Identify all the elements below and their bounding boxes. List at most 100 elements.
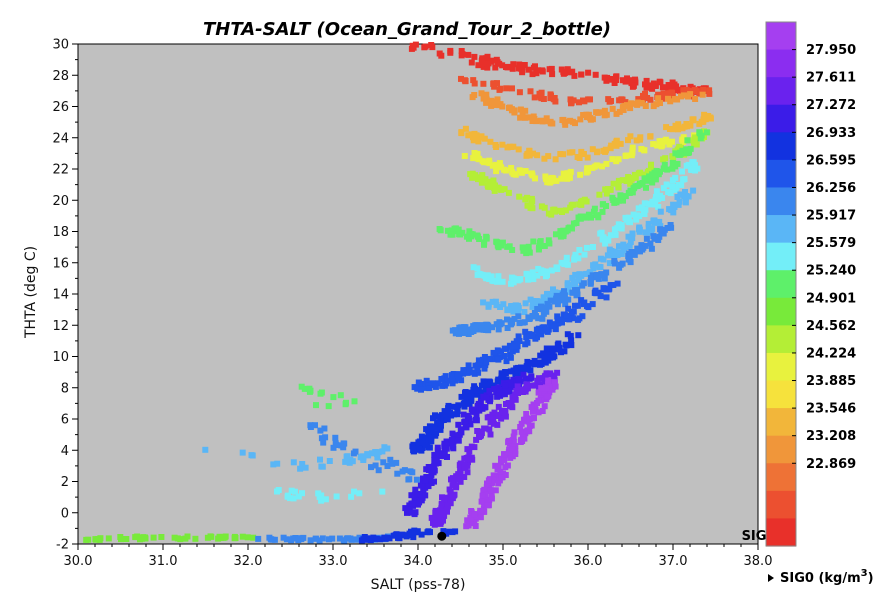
scatter-point (548, 211, 555, 218)
scatter-point (619, 96, 626, 103)
scatter-point (471, 444, 478, 451)
scatter-point (631, 250, 638, 257)
scatter-point (591, 205, 598, 212)
scatter-point (481, 425, 488, 432)
scatter-point (589, 301, 596, 308)
scatter-point (560, 289, 567, 296)
scatter-point (437, 426, 444, 433)
scatter-point (492, 462, 499, 469)
scatter-point (564, 261, 571, 268)
scatter-point (665, 95, 671, 102)
scatter-point (613, 142, 620, 149)
scatter-point (554, 266, 561, 272)
scatter-point (458, 75, 464, 82)
scatter-point (601, 112, 608, 119)
colorbar-label: 22.869 (806, 457, 856, 472)
scatter-point (552, 298, 559, 305)
scatter-point (590, 244, 596, 250)
scatter-point (528, 201, 535, 208)
scatter-point (481, 241, 487, 248)
scatter-point (568, 310, 575, 317)
colorbar-label: 23.208 (806, 429, 856, 444)
scatter-point (489, 277, 496, 284)
scatter-point (642, 81, 648, 88)
scatter-point (548, 351, 555, 358)
scatter-point (455, 476, 462, 483)
scatter-point (481, 354, 488, 360)
scatter-point (483, 91, 490, 98)
scatter-point (438, 500, 445, 507)
scatter-point (484, 414, 491, 421)
scatter-point (437, 227, 444, 234)
scatter-point (578, 71, 585, 78)
scatter-point (239, 533, 246, 540)
scatter-point (519, 69, 526, 76)
scatter-point (495, 480, 502, 487)
scatter-point (508, 343, 515, 350)
scatter-point (568, 99, 575, 106)
scatter-point (215, 535, 222, 542)
scatter-point (522, 341, 529, 348)
scatter-point (288, 537, 295, 544)
scatter-point (441, 408, 448, 415)
scatter-point (558, 349, 564, 356)
scatter-point (516, 338, 523, 344)
scatter-point (409, 500, 416, 507)
scatter-point (530, 238, 537, 245)
scatter-point (105, 535, 112, 542)
scatter-point (552, 156, 559, 163)
scatter-point (597, 230, 604, 237)
scatter-point (421, 44, 428, 51)
scatter-point (558, 259, 565, 266)
scatter-point (614, 225, 621, 232)
scatter-point (627, 100, 634, 107)
scatter-point (461, 153, 468, 159)
scatter-point (612, 231, 619, 238)
scatter-point (522, 196, 529, 203)
scatter-point (502, 167, 509, 174)
scatter-point (647, 96, 654, 103)
scatter-point (642, 90, 648, 97)
scatter-point (560, 233, 567, 240)
scatter-point (458, 129, 465, 136)
colorbar[interactable]: 27.950 27.611 27.272 26.933 26.595 26.256 25.9… (765, 21, 856, 547)
scatter-point (534, 298, 541, 305)
scatter-point (625, 137, 631, 144)
scatter-point (600, 256, 607, 263)
scatter-point (596, 191, 603, 198)
scatter-point (486, 426, 493, 433)
scatter-point (476, 270, 483, 277)
scatter-point (647, 133, 654, 140)
scatter-point (427, 464, 434, 471)
plot-area[interactable] (77, 43, 759, 545)
scatter-point (384, 445, 391, 452)
scatter-point (495, 273, 502, 280)
scatter-point (609, 252, 616, 259)
scatter-point (290, 459, 297, 466)
scatter-point (512, 391, 519, 398)
scatter-point (239, 449, 246, 456)
colorbar-label: 23.885 (806, 374, 856, 389)
scatter-point (537, 238, 544, 245)
scatter-point (648, 245, 655, 252)
scatter-point (92, 536, 99, 543)
y-tick-label: 22 (52, 163, 69, 178)
scatter-point (703, 129, 710, 136)
scatter-point (522, 114, 529, 121)
scatter-point (586, 269, 593, 276)
scatter-point (425, 483, 432, 490)
x-tick-label: 35.0 (489, 554, 518, 569)
scatter-point (497, 101, 504, 108)
scatter-point (299, 461, 306, 467)
scatter-point (492, 64, 499, 71)
scatter-point (626, 242, 633, 249)
scatter-point (490, 382, 497, 389)
scatter-point (642, 171, 649, 178)
scatter-point (500, 301, 507, 308)
scatter-point (470, 137, 477, 144)
scatter-point (499, 62, 506, 69)
scatter-point (494, 96, 501, 103)
scatter-point (504, 325, 511, 331)
play-arrow-icon[interactable] (768, 574, 774, 582)
scatter-point (471, 511, 478, 518)
